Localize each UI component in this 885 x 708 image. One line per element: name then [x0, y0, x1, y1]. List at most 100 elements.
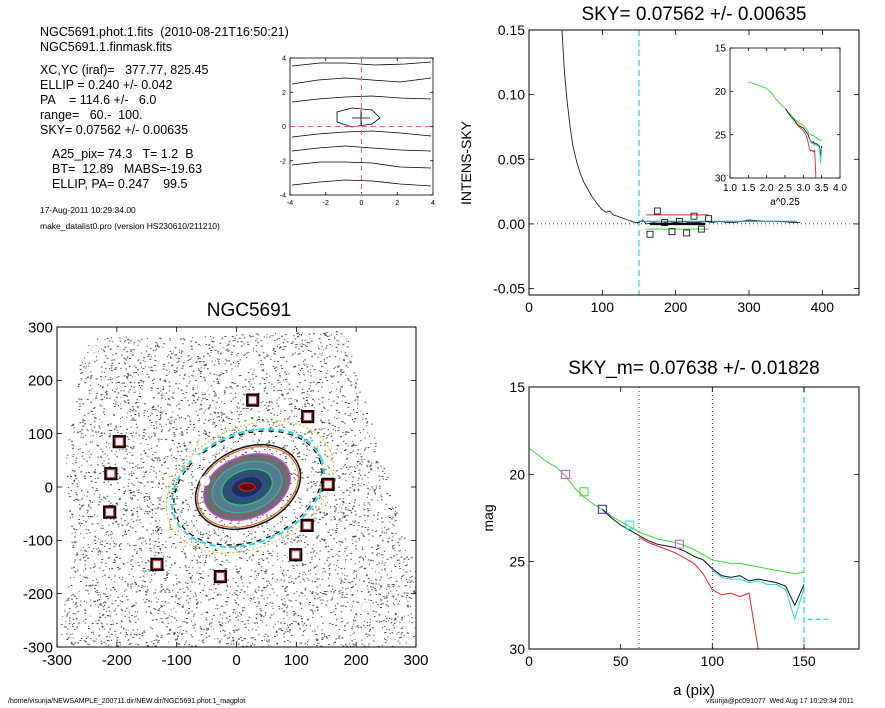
isophote-orange — [196, 446, 300, 528]
image-xtick-label: 0 — [232, 652, 240, 669]
box-marker-inner — [248, 395, 258, 405]
mag-marker — [674, 539, 684, 549]
sky-axes: 0 100 200 300 400 -0.05 0.00 0.05 0.10 0.15 — [493, 22, 859, 315]
contour-xtick-label: 4 — [431, 200, 435, 207]
mag-title: SKY_m= 0.07638 +/- 0.01828 — [568, 358, 819, 379]
mask-file: NGC5691.1.finmask.fits — [40, 40, 172, 54]
contour-level-1 — [291, 61, 432, 67]
param-pa: PA = 114.6 +/- 6.0 — [40, 93, 157, 107]
contour-level-4 — [291, 130, 432, 138]
mag-series-black — [601, 508, 805, 607]
inset-ytick-label: 30 — [715, 174, 727, 185]
box-marker-inner — [152, 559, 162, 569]
box-marker — [289, 548, 303, 562]
masked-star — [196, 380, 210, 394]
box-marker — [321, 477, 335, 491]
image-data-area — [57, 331, 416, 647]
box-marker — [103, 505, 117, 519]
mag-frame — [528, 386, 860, 650]
mag-marker — [579, 487, 589, 497]
box-marker-inner — [106, 469, 116, 479]
image-ytick-label: 300 — [28, 319, 53, 336]
contour-level-3 — [291, 95, 432, 103]
mag-marker — [625, 520, 635, 530]
box-markers — [103, 393, 335, 584]
mag-xlabel: a (pix) — [673, 682, 715, 699]
masked-star — [360, 601, 372, 613]
box-marker — [246, 393, 260, 407]
isophote-outer — [194, 443, 302, 531]
sky-xtick-label: 200 — [664, 299, 688, 315]
box-marker-inner — [105, 507, 115, 517]
image-xtick-label: -200 — [102, 652, 132, 669]
param-range: range= 60.- 100. — [40, 108, 143, 122]
inset-xtick-label: 2.0 — [760, 183, 774, 194]
galaxy-isophotes — [165, 420, 335, 554]
image-axes: -300 -200 -100 0 100 200 300 -300 -200 -100 0 100 20… — [23, 319, 429, 669]
box-marker — [150, 557, 164, 571]
contour-ytick-label: -2 — [280, 158, 286, 165]
contour-xtick-label: 0 — [360, 200, 364, 207]
footer-path: /home/visurija/NEWSAMPLE_200711.dir/NEW.… — [8, 698, 246, 705]
box-marker-inner — [323, 479, 333, 489]
inset-ytick-label: 20 — [715, 87, 727, 98]
box-marker-inner — [215, 572, 225, 582]
file-title: NGC5691.phot.1.fits (2010-08-21T16:50:21… — [40, 25, 289, 39]
mag-marker — [561, 469, 571, 479]
image-ytick-label: 100 — [28, 426, 53, 443]
box-marker-inner — [303, 412, 313, 422]
sky-inset: 1.0 1.5 2.0 2.5 3.0 3.5 4.0 15 20 25 30 a^0.25 — [715, 44, 848, 208]
run-date: 17-Aug-2011 10:29:34.00 — [40, 205, 136, 215]
sky-point — [705, 215, 713, 223]
image-ytick-label: -300 — [23, 639, 53, 656]
mag-ytick-label: 15 — [509, 379, 525, 395]
inset-plot-area — [748, 81, 823, 179]
inset-xtick-label: 2.5 — [778, 183, 792, 194]
inset-xtick-label: 3.0 — [796, 183, 810, 194]
sky-point — [690, 212, 698, 220]
sky-point — [653, 207, 661, 215]
inset-axes: 1.0 1.5 2.0 2.5 3.0 3.5 4.0 15 20 25 30 — [715, 44, 848, 194]
sky-ylabel: INTENS-SKY — [458, 120, 474, 205]
masked-stars — [90, 335, 372, 613]
contour-ytick-label: 0 — [282, 124, 286, 131]
image-ytick-label: -200 — [23, 586, 53, 603]
sky-xtick-label: 300 — [737, 299, 761, 315]
contour-xtick-label: -2 — [323, 200, 329, 207]
box-marker — [300, 518, 314, 533]
sky-point — [661, 219, 669, 227]
param-sky: SKY= 0.07562 +/- 0.00635 — [40, 123, 189, 137]
box-marker — [213, 569, 227, 584]
mag-panel: SKY_m= 0.07638 +/- 0.01828 mag a (pix) 0… — [480, 358, 860, 699]
mag-series-red — [638, 536, 759, 649]
mag-plot-area — [529, 387, 828, 649]
masked-star — [190, 453, 202, 465]
sky-profile-line — [561, 30, 801, 225]
mag-series-cyan — [711, 570, 805, 622]
mag-ylabel: mag — [480, 504, 496, 531]
contour-panel: -4 -2 0 2 4 -4 -2 0 2 4 — [280, 56, 435, 207]
contour-ytick-label: -4 — [280, 193, 286, 200]
box-marker — [112, 435, 126, 449]
contour-ticks: -4 -2 0 2 4 -4 -2 0 2 4 — [280, 56, 435, 207]
mag-ytick-label: 25 — [509, 554, 525, 570]
image-xtick-label: -300 — [42, 652, 72, 669]
contour-level-7 — [291, 179, 432, 187]
inset-series-red — [795, 122, 817, 179]
inset-ytick-label: 25 — [715, 130, 727, 141]
masked-star — [90, 344, 100, 354]
masked-star — [338, 335, 348, 345]
sky-ytick-label: 0.10 — [498, 87, 525, 103]
contour-xtick-label: -4 — [287, 200, 293, 207]
sky-frame — [528, 29, 860, 296]
mag-marker — [597, 504, 607, 514]
inset-xlabel: a^0.25 — [770, 197, 800, 208]
masked-star — [199, 475, 211, 487]
image-ytick-label: 0 — [45, 479, 53, 496]
image-xtick-label: 100 — [284, 652, 309, 669]
result-a25: A25_pix= 74.3 T= 1.2 B — [52, 147, 194, 161]
isophote-yellow-dotted — [165, 420, 335, 554]
param-center: XC,YC (iraf)= 377.77, 825.45 — [40, 63, 209, 77]
sky-point — [683, 229, 691, 237]
mag-xtick-label: 0 — [525, 653, 533, 669]
